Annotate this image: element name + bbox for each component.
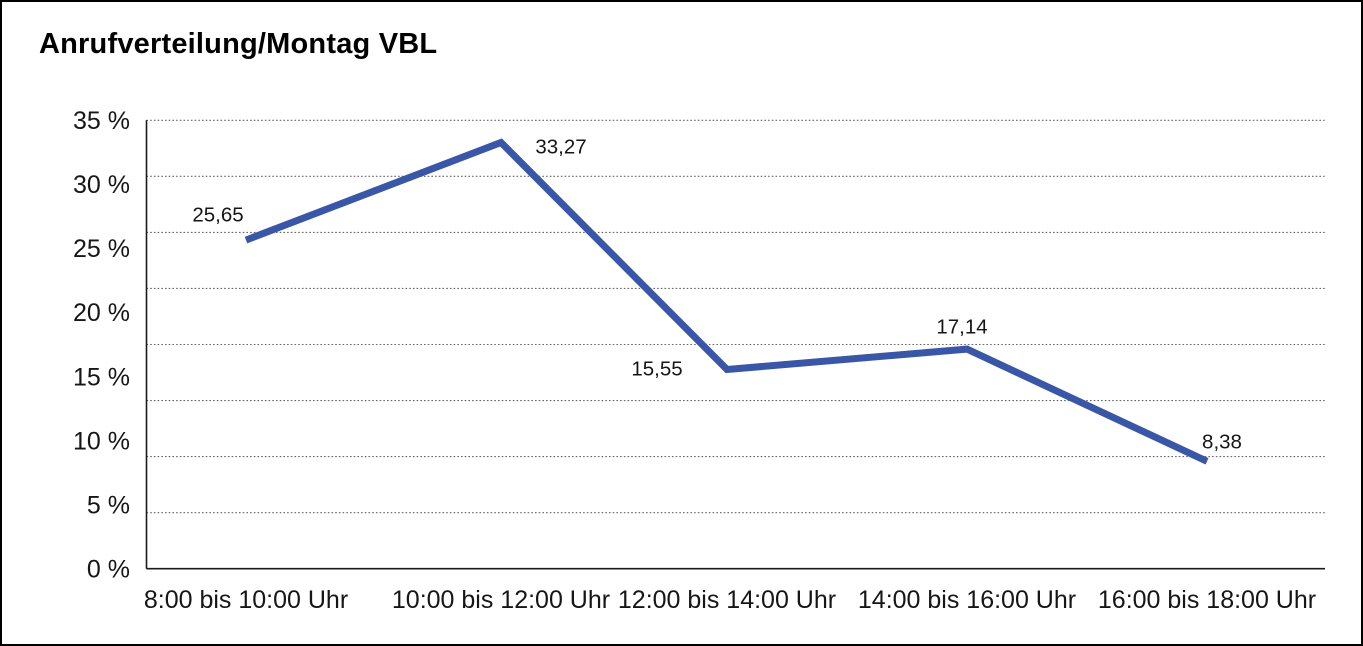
x-axis-tick-label: 8:00 bis 10:00 Uhr: [144, 586, 348, 614]
chart-title: Anrufverteilung/Montag VBL: [39, 28, 438, 60]
y-axis-tick-label: 0 %: [87, 555, 130, 583]
data-point-label: 25,65: [192, 203, 243, 226]
y-axis-tick-label: 30 %: [73, 171, 130, 199]
data-line: [244, 138, 1209, 465]
y-axis-tick-label: 5 %: [87, 491, 130, 519]
y-axis-tick-label: 15 %: [73, 363, 130, 391]
x-axis-tick-label: 12:00 bis 14:00 Uhr: [618, 586, 836, 614]
data-point-label: 15,55: [631, 358, 682, 381]
y-axis-tick-label: 35 %: [73, 107, 130, 135]
data-point-label: 8,38: [1202, 431, 1242, 454]
x-axis-tick-label: 14:00 bis 16:00 Uhr: [858, 586, 1076, 614]
x-axis-tick-label: 16:00 bis 18:00 Uhr: [1098, 586, 1316, 614]
y-axis-tick-label: 25 %: [73, 235, 130, 263]
y-axis-tick-label: 20 %: [73, 299, 130, 327]
y-axis-tick-label: 10 %: [73, 427, 130, 455]
data-point-label: 33,27: [535, 136, 586, 159]
data-point-label: 17,14: [936, 315, 987, 338]
x-axis-tick-label: 10:00 bis 12:00 Uhr: [392, 586, 610, 614]
